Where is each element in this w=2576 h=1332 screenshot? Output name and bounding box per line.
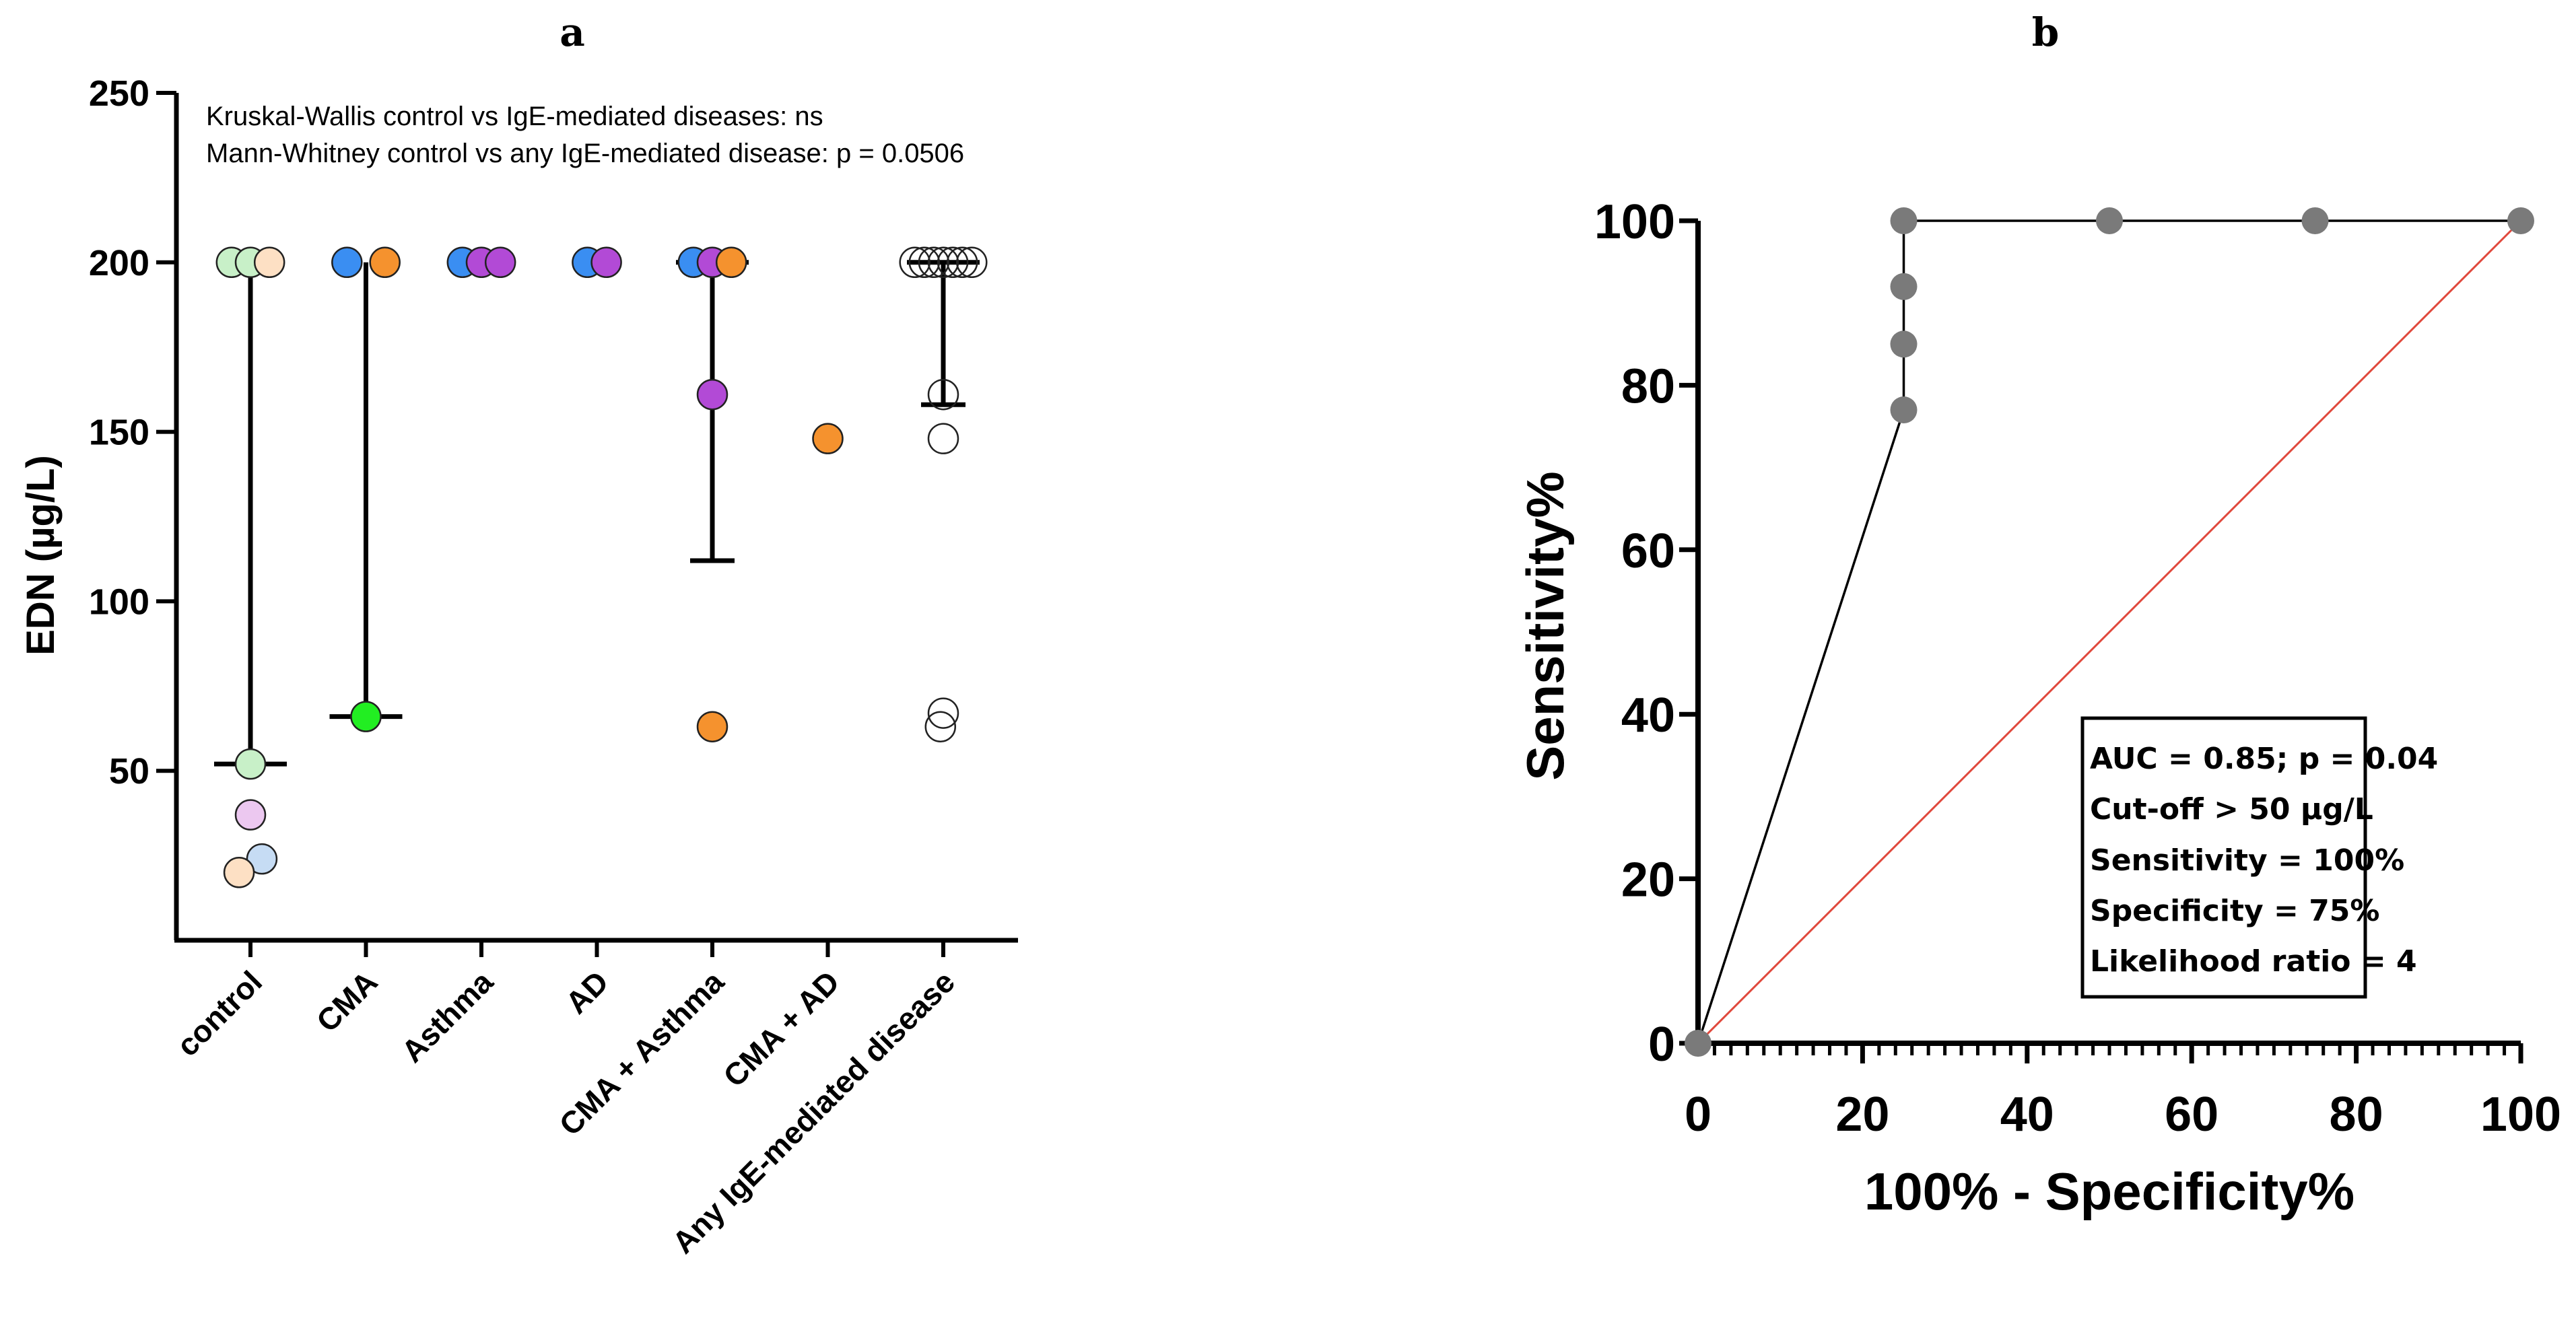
a-point-control-4 — [234, 799, 267, 831]
a-point-control-2 — [253, 246, 285, 279]
reference-diagonal-line — [1697, 219, 2522, 1045]
a-point-any-ige-mediated-disease-25 — [937, 246, 969, 279]
a-category-label-ad: AD — [559, 964, 615, 1020]
b-x-tick-label-20: 20 — [1835, 1088, 1889, 1142]
stat-note-mann-whitney: Mann-Whitney control vs any IgE-mediated… — [206, 139, 964, 168]
a-point-cma-asthma-18 — [696, 378, 728, 411]
a-point-any-ige-mediated-disease-30 — [927, 697, 959, 729]
stat-note-kruskal-wallis: Kruskal-Wallis control vs IgE-mediated d… — [206, 102, 823, 131]
roc-stats-box — [2080, 716, 2367, 999]
b-y-tick-label-40: 40 — [1621, 689, 1675, 742]
a-y-tick-label-200: 200 — [89, 243, 149, 283]
a-category-label-control: control — [170, 964, 269, 1063]
b-x-tick-label-80: 80 — [2330, 1088, 2383, 1142]
a-y-tick-label-150: 150 — [89, 413, 149, 453]
a-point-any-ige-mediated-disease-22 — [908, 246, 941, 279]
b-y-tick-label-60: 60 — [1621, 524, 1675, 578]
roc-point-4 — [1890, 207, 1918, 234]
a-point-any-ige-mediated-disease-24 — [927, 246, 959, 279]
roc-stat-sensitivity: Sensitivity = 100% — [2090, 843, 2404, 878]
roc-point-6 — [2301, 207, 2329, 234]
roc-stat-likelihood-ratio: Likelihood ratio = 4 — [2090, 944, 2417, 979]
panel-a-y-axis-label: EDN (µg/L) — [19, 455, 63, 656]
a-point-cma-asthma-17 — [715, 246, 747, 279]
a-point-any-ige-mediated-disease-26 — [946, 246, 978, 279]
a-y-tick-label-100: 100 — [89, 582, 149, 622]
panel-label-b: b — [2032, 9, 2060, 55]
a-point-control-6 — [223, 857, 255, 888]
roc-point-7 — [2507, 207, 2534, 234]
a-category-label-asthma: Asthma — [395, 964, 500, 1069]
b-y-tick-label-80: 80 — [1621, 359, 1675, 413]
roc-point-2 — [1890, 330, 1918, 358]
b-x-tick-label-0: 0 — [1685, 1088, 1711, 1142]
roc-point-1 — [1890, 396, 1918, 424]
a-point-cma-asthma-19 — [696, 711, 728, 742]
a-point-any-ige-mediated-disease-29 — [927, 423, 959, 454]
roc-stat-auc: AUC = 0.85; p = 0.04 — [2090, 742, 2438, 776]
a-y-tick-label-50: 50 — [109, 751, 149, 792]
a-point-any-ige-mediated-disease-31 — [924, 711, 957, 742]
b-x-tick-label-100: 100 — [2480, 1088, 2561, 1142]
a-point-cma-8 — [369, 246, 401, 279]
a-point-any-ige-mediated-disease-27 — [956, 246, 988, 279]
a-point-cma-9 — [350, 701, 382, 732]
a-y-tick-label-250: 250 — [89, 73, 149, 114]
a-point-any-ige-mediated-disease-28 — [927, 378, 959, 411]
b-x-tick-label-60: 60 — [2165, 1088, 2218, 1142]
a-point-control-3 — [234, 748, 267, 780]
b-x-tick-label-40: 40 — [2000, 1088, 2054, 1142]
panel-b-y-axis-label: Sensitivity% — [1516, 471, 1575, 781]
a-point-control-5 — [246, 843, 278, 875]
panel-b-roc-curve: 0 20 40 60 80 100 0 20 40 60 80 100 AUC = 0.85; p =… — [1516, 195, 2561, 1221]
roc-point-5 — [2096, 207, 2123, 234]
b-y-tick-label-20: 20 — [1621, 853, 1675, 907]
a-point-any-ige-mediated-disease-21 — [899, 246, 930, 279]
a-point-any-ige-mediated-disease-23 — [918, 246, 950, 279]
b-y-tick-label-0: 0 — [1648, 1018, 1675, 1072]
a-point-cma-ad-20 — [812, 423, 844, 454]
panel-b-x-axis-label: 100% - Specificity% — [1864, 1162, 2354, 1221]
roc-stat-cutoff: Cut-off > 50 µg/L — [2090, 792, 2373, 827]
b-y-tick-label-100: 100 — [1594, 195, 1675, 249]
a-point-ad-14 — [590, 246, 622, 279]
roc-point-0 — [1685, 1030, 1711, 1057]
roc-stat-specificity: Specificity = 75% — [2090, 894, 2380, 928]
panel-label-a: a — [560, 9, 585, 55]
roc-point-3 — [1890, 273, 1918, 300]
a-point-asthma-12 — [484, 246, 516, 279]
a-point-cma-7 — [331, 246, 363, 279]
a-category-label-cma: CMA — [310, 964, 384, 1039]
